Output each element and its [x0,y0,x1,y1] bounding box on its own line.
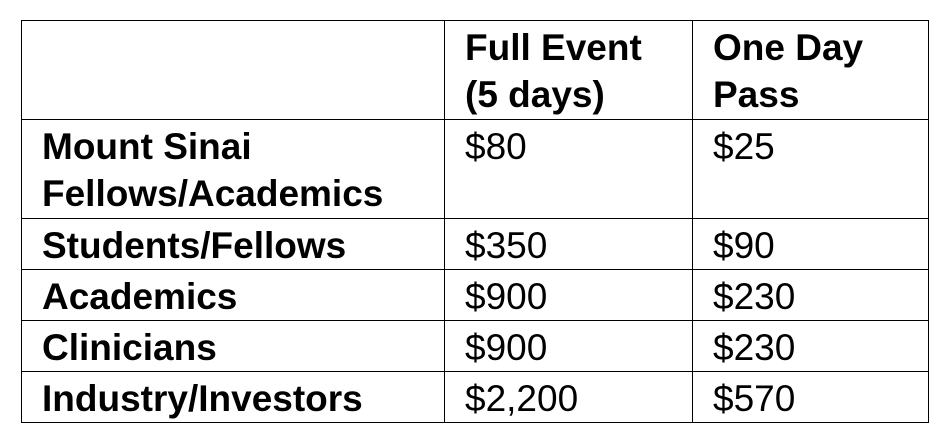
header-cell-one-day-pass: One Day Pass [692,20,929,120]
row-label-line2: Fellows/Academics [42,173,384,214]
header-full-event-line2: (5 days) [465,74,605,115]
price-one-day: $90 [692,218,929,270]
table-row: Academics $900 $230 [21,269,929,321]
row-label-students-fellows: Students/Fellows [21,218,445,270]
table-row: Clinicians $900 $230 [21,320,929,372]
price-one-day: $230 [692,320,929,372]
header-cell-full-event: Full Event (5 days) [444,20,693,120]
price-full-event: $350 [444,218,693,270]
price-full-event: $900 [444,320,693,372]
row-label-industry-investors: Industry/Investors [21,371,445,423]
price-full-event: $80 [444,119,693,219]
price-one-day: $230 [692,269,929,321]
price-full-event: $2,200 [444,371,693,423]
price-one-day: $25 [692,119,929,219]
row-label-mount-sinai: Mount Sinai Fellows/Academics [21,119,445,219]
header-one-day-line1: One Day [713,27,864,68]
table-row: Students/Fellows $350 $90 [21,218,929,270]
row-label-clinicians: Clinicians [21,320,445,372]
row-label-line1: Mount Sinai [42,126,252,167]
price-full-event: $900 [444,269,693,321]
table-row: Mount Sinai Fellows/Academics $80 $25 [21,119,929,219]
header-one-day-line2: Pass [713,74,800,115]
price-one-day: $570 [692,371,929,423]
table-row: Industry/Investors $2,200 $570 [21,371,929,423]
pricing-table: Full Event (5 days) One Day Pass Mount S… [21,20,929,423]
table-header-row: Full Event (5 days) One Day Pass [21,20,929,120]
row-label-academics: Academics [21,269,445,321]
header-cell-blank [21,20,445,120]
header-full-event-line1: Full Event [465,27,642,68]
